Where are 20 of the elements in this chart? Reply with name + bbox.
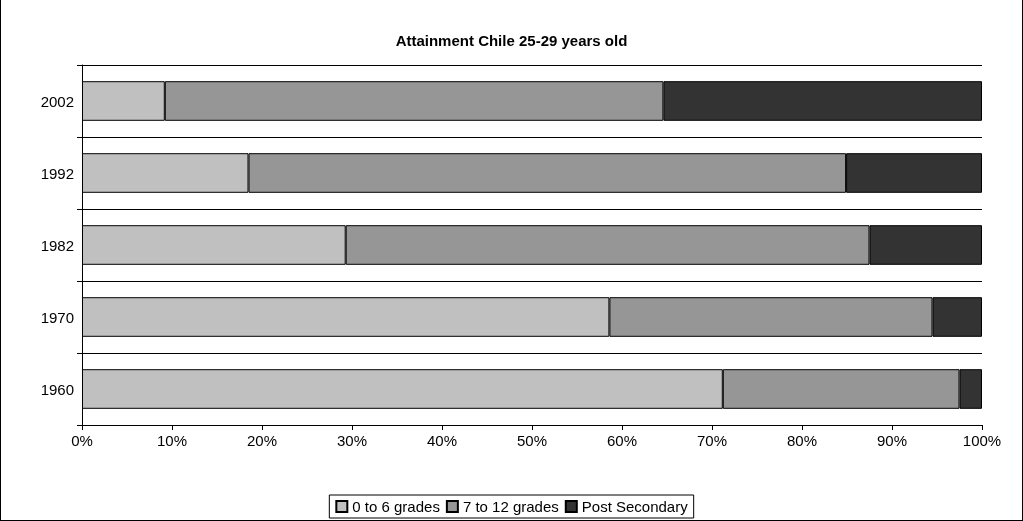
x-tick-label: 30% — [336, 432, 368, 449]
x-tick-label: 60% — [606, 432, 638, 449]
x-tick-label: 50% — [516, 432, 548, 449]
legend-label: 0 to 6 grades — [352, 498, 440, 515]
y-tick-label: 1960 — [40, 380, 74, 398]
x-tick-label: 70% — [696, 432, 728, 449]
x-tick-label: 20% — [246, 432, 278, 449]
legend-label: 7 to 12 grades — [462, 498, 559, 515]
y-tick-label: 1982 — [40, 236, 74, 254]
y-tick-label: 1970 — [40, 308, 74, 326]
y-tick-label: 1992 — [40, 164, 74, 182]
chart-title: Attainment Chile 25-29 years old — [395, 32, 628, 49]
x-tick-label: 40% — [426, 432, 458, 449]
x-tick-label: 10% — [156, 432, 188, 449]
x-tick-label: 80% — [786, 432, 818, 449]
x-tick-label: 100% — [962, 432, 1002, 449]
x-tick-label: 90% — [876, 432, 908, 449]
x-tick-label: 0% — [71, 432, 93, 449]
legend-label: Post Secondary — [581, 498, 689, 515]
y-tick-label: 2002 — [40, 92, 74, 110]
